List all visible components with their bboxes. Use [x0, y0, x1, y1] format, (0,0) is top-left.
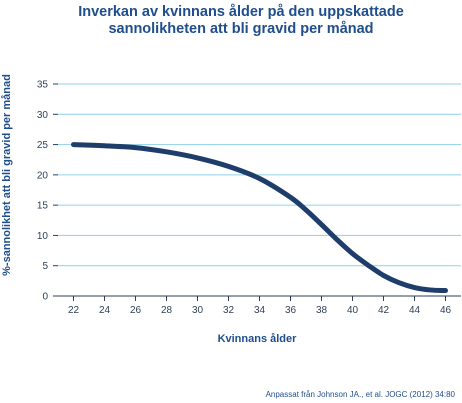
x-tick-label-22: 22: [68, 305, 80, 316]
x-tick-label-26: 26: [130, 305, 142, 316]
y-axis-ticks: 0 5 10 15 20 25 30 35: [37, 80, 58, 303]
x-tick-label-38: 38: [316, 305, 328, 316]
chart-title-line-2: sannolikheten att bli gravid per månad: [108, 21, 373, 37]
x-tick-label-46: 46: [440, 305, 452, 316]
y-tick-label-30: 30: [37, 110, 49, 121]
x-axis-label: Kvinnans ålder: [218, 333, 298, 345]
x-tick-label-44: 44: [409, 305, 421, 316]
y-tick-label-15: 15: [37, 201, 49, 212]
y-tick-label-35: 35: [37, 80, 49, 91]
x-tick-label-32: 32: [223, 305, 235, 316]
x-tick-label-30: 30: [192, 305, 204, 316]
y-tick-label-20: 20: [37, 170, 49, 181]
x-tick-label-42: 42: [378, 305, 390, 316]
y-tick-label-0: 0: [42, 292, 48, 303]
y-tick-label-10: 10: [37, 231, 49, 242]
x-axis-ticks: 22 24 26 28 30 32 34 36 38 40 42 44 46: [68, 296, 452, 316]
grid-lines: [58, 83, 461, 297]
x-tick-label-36: 36: [285, 305, 297, 316]
x-tick-label-40: 40: [347, 305, 359, 316]
series-line-0: [71, 142, 448, 294]
y-tick-label-5: 5: [42, 261, 48, 272]
y-tick-label-25: 25: [37, 140, 49, 151]
x-tick-label-24: 24: [99, 305, 111, 316]
x-tick-label-34: 34: [254, 305, 266, 316]
series-layer: [71, 142, 448, 294]
x-tick-label-28: 28: [161, 305, 173, 316]
source-note: Anpassat från Johnson JA., et al. JOGC (…: [266, 390, 456, 399]
y-axis-label: %-sannolikhet att bli gravid per månad: [1, 74, 13, 276]
chart-title-line-1: Inverkan av kvinnans ålder på den uppska…: [78, 4, 404, 20]
